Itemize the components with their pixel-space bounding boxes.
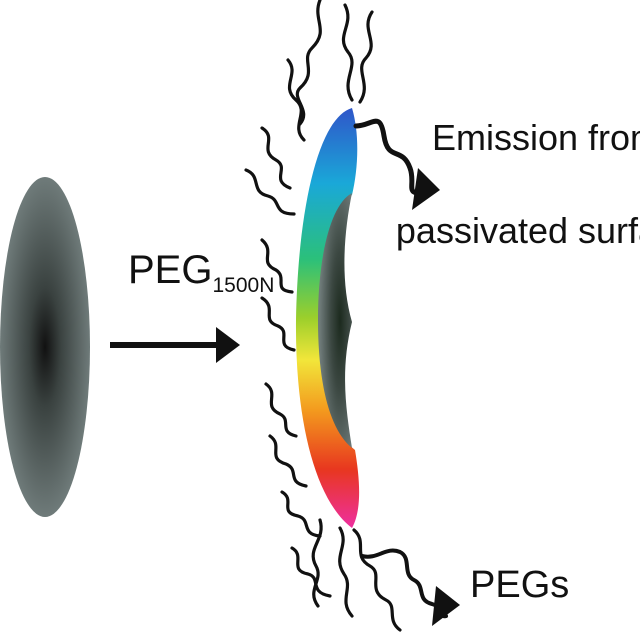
peg-chain — [341, 3, 354, 102]
peg-chain — [290, 546, 332, 598]
peg-chain — [338, 526, 354, 618]
peg-chain — [286, 58, 306, 142]
peg-chain — [260, 296, 296, 352]
peg-chain — [260, 126, 292, 190]
peg-chain — [264, 382, 298, 438]
reaction-arrow — [110, 327, 240, 363]
pegs-arrow — [360, 548, 460, 626]
peg-chain — [358, 10, 374, 104]
emission-shell — [295, 108, 360, 528]
reagent-main: PEG — [128, 248, 212, 292]
peg-chains — [244, 0, 402, 632]
peg-chain — [280, 490, 322, 538]
emission-arrow — [353, 118, 440, 210]
peg-chain — [311, 518, 323, 608]
peg-chain — [352, 528, 402, 632]
peg-chain — [260, 238, 294, 294]
bare-carbon-dot — [0, 177, 90, 517]
peg-chain — [268, 434, 308, 488]
pegs-label: PEGs — [470, 564, 569, 606]
reagent-label: PEG1500N — [128, 248, 274, 297]
emission-label-line1: Emission from — [432, 117, 640, 158]
emission-label-line2: passivated surface — [396, 210, 640, 251]
passivated-core — [318, 193, 352, 448]
peg-chain — [244, 168, 296, 216]
reagent-subscript: 1500N — [212, 274, 274, 297]
